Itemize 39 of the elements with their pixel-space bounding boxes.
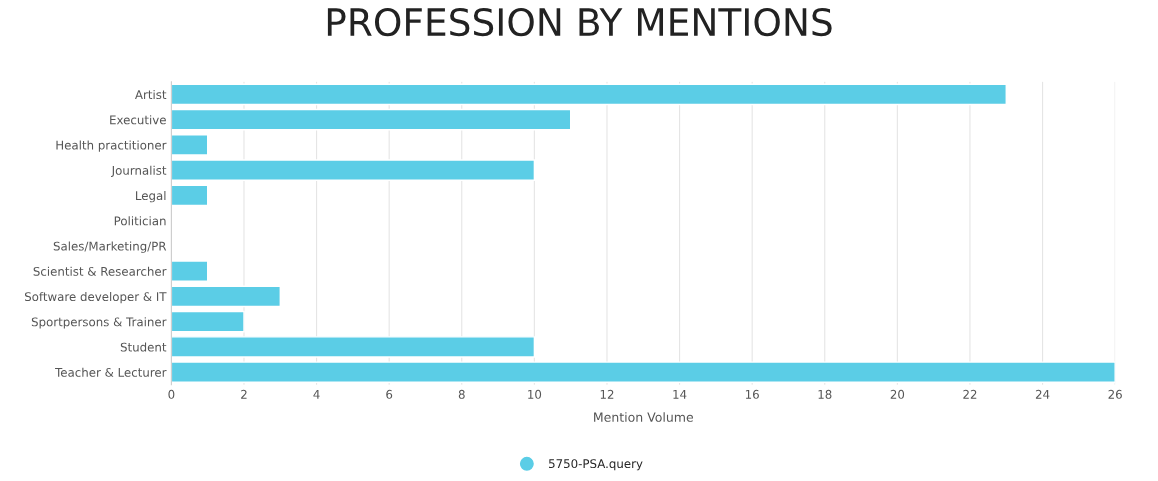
y-tick-label: Executive <box>110 115 166 125</box>
x-tick-label: 8 <box>458 389 465 399</box>
y-tick-label: Software developer & IT <box>24 291 167 304</box>
x-tick-label: 18 <box>818 389 832 399</box>
y-tick-label: Student <box>120 342 167 352</box>
y-tick-label: Health practitioner <box>56 140 167 152</box>
x-tick-label: 12 <box>600 389 614 399</box>
x-tick-label: 4 <box>313 390 320 399</box>
x-tick-label: 0 <box>168 389 175 399</box>
y-tick-label: Sales/Marketing/PR <box>53 241 167 253</box>
y-tick-label: Sportpersons & Trainer <box>31 317 167 329</box>
bar <box>171 108 572 131</box>
x-tick-label: 2 <box>241 389 247 399</box>
x-tick-label: 22 <box>963 389 977 399</box>
bar <box>171 184 209 207</box>
bar <box>171 310 245 333</box>
y-tick-label: Artist <box>135 89 167 100</box>
y-tick-label: Legal <box>136 190 166 203</box>
x-tick-label: 26 <box>1108 389 1122 399</box>
bar <box>171 83 1007 106</box>
x-tick-label: 6 <box>386 389 393 399</box>
x-tick-label: 16 <box>745 389 759 399</box>
bar <box>171 159 536 181</box>
y-tick-label: Scientist & Researcher <box>33 266 167 276</box>
y-tick-label: Journalist <box>111 165 167 177</box>
bar <box>171 361 1116 383</box>
x-tick-label: 14 <box>673 390 687 399</box>
chart-title: PROFESSION BY MENTIONS <box>327 7 832 37</box>
bar <box>171 134 209 156</box>
x-axis-title: Mention Volume <box>594 412 694 422</box>
x-tick-label: 10 <box>528 389 542 399</box>
y-tick-label: Teacher & Lecturer <box>55 367 167 377</box>
legend-label: 5750-PSA.query <box>549 459 643 471</box>
bar <box>171 285 281 308</box>
x-tick-label: 24 <box>1035 389 1050 399</box>
bar <box>171 260 209 282</box>
y-tick-label: Politician <box>114 216 166 226</box>
bar <box>171 336 536 358</box>
x-tick-label: 20 <box>890 389 905 399</box>
